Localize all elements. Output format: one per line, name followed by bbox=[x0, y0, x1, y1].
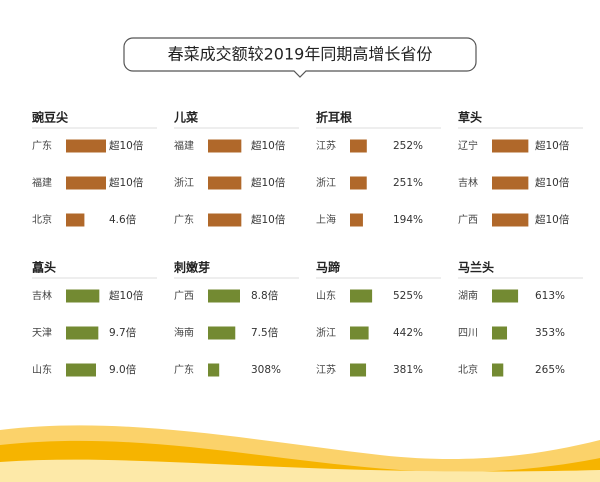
value-label: 超10倍 bbox=[109, 176, 144, 189]
category-label: 湖南 bbox=[458, 289, 478, 302]
bar bbox=[208, 289, 240, 303]
title-box bbox=[123, 37, 477, 78]
panel-title: 豌豆尖 bbox=[32, 110, 68, 125]
value-label: 8.8倍 bbox=[251, 289, 279, 302]
value-label: 9.7倍 bbox=[109, 326, 137, 339]
value-label: 525% bbox=[393, 290, 423, 302]
bar bbox=[492, 176, 529, 190]
category-label: 吉林 bbox=[458, 176, 478, 189]
value-label: 超10倍 bbox=[535, 213, 570, 226]
category-label: 福建 bbox=[32, 176, 52, 189]
value-label: 超10倍 bbox=[251, 139, 286, 152]
value-label: 251% bbox=[393, 177, 423, 189]
panel-title: 折耳根 bbox=[316, 110, 352, 125]
category-label: 上海 bbox=[316, 213, 336, 226]
category-label: 山东 bbox=[32, 363, 52, 376]
bar bbox=[208, 326, 236, 340]
value-label: 7.5倍 bbox=[251, 326, 279, 339]
category-label: 江苏 bbox=[316, 363, 336, 376]
bar bbox=[350, 326, 369, 340]
value-label: 353% bbox=[535, 327, 565, 339]
wave-light bbox=[0, 459, 600, 482]
category-label: 北京 bbox=[32, 213, 52, 226]
value-label: 9.0倍 bbox=[109, 363, 137, 376]
category-label: 广西 bbox=[458, 214, 478, 226]
category-label: 辽宁 bbox=[458, 139, 478, 152]
bar bbox=[66, 363, 96, 377]
bar bbox=[66, 326, 99, 340]
panel-title: 刺嫩芽 bbox=[173, 260, 210, 275]
bar bbox=[350, 176, 367, 190]
bar bbox=[66, 289, 100, 303]
value-label: 超10倍 bbox=[535, 176, 570, 189]
value-label: 超10倍 bbox=[535, 139, 570, 152]
bar bbox=[208, 213, 242, 227]
panel-title: 儿菜 bbox=[173, 110, 198, 125]
value-label: 265% bbox=[535, 364, 565, 376]
category-label: 浙江 bbox=[316, 177, 336, 189]
value-label: 超10倍 bbox=[251, 213, 286, 226]
value-label: 超10倍 bbox=[109, 139, 144, 152]
category-label: 浙江 bbox=[316, 327, 336, 339]
value-label: 252% bbox=[393, 140, 423, 152]
bar bbox=[492, 363, 504, 377]
value-label: 超10倍 bbox=[109, 289, 144, 302]
category-label: 四川 bbox=[458, 328, 478, 339]
category-label: 山东 bbox=[316, 289, 336, 302]
category-label: 广东 bbox=[32, 139, 52, 152]
bar bbox=[208, 363, 220, 377]
value-label: 613% bbox=[535, 290, 565, 302]
panel-title: 马蹄 bbox=[316, 260, 340, 275]
panel-title: 马兰头 bbox=[458, 260, 494, 275]
bar bbox=[492, 213, 529, 227]
value-label: 381% bbox=[393, 364, 423, 376]
category-label: 广东 bbox=[174, 363, 194, 376]
bar bbox=[492, 139, 529, 153]
panel-title: 草头 bbox=[458, 110, 482, 125]
bar bbox=[492, 289, 519, 303]
category-label: 广西 bbox=[174, 290, 194, 302]
category-label: 天津 bbox=[32, 327, 52, 339]
bar bbox=[208, 139, 242, 153]
bar bbox=[350, 363, 367, 377]
bar bbox=[66, 213, 85, 227]
bar bbox=[350, 139, 367, 153]
bar bbox=[492, 326, 508, 340]
category-label: 海南 bbox=[174, 326, 194, 339]
value-label: 超10倍 bbox=[251, 176, 286, 189]
value-label: 194% bbox=[393, 214, 423, 226]
value-label: 442% bbox=[393, 327, 423, 339]
value-label: 4.6倍 bbox=[109, 213, 137, 226]
bar bbox=[66, 139, 106, 153]
category-label: 江苏 bbox=[316, 139, 336, 152]
title: 春菜成交额较2019年同期高增长省份 bbox=[168, 45, 433, 64]
category-label: 福建 bbox=[174, 139, 194, 152]
bar bbox=[208, 176, 242, 190]
panel-title: 藠头 bbox=[32, 260, 56, 275]
value-label: 308% bbox=[251, 364, 281, 376]
bar bbox=[350, 289, 373, 303]
category-label: 北京 bbox=[458, 363, 478, 376]
category-label: 广东 bbox=[174, 213, 194, 226]
bar bbox=[66, 176, 106, 190]
bar bbox=[350, 213, 363, 227]
category-label: 吉林 bbox=[32, 289, 52, 302]
category-label: 浙江 bbox=[174, 177, 194, 189]
